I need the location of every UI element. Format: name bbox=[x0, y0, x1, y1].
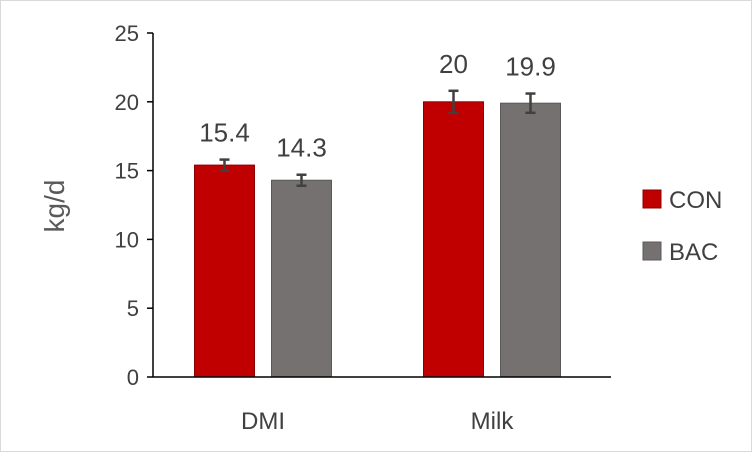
y-tick-label: 10 bbox=[115, 227, 139, 252]
y-axis-ticks: 0 5 10 15 20 25 bbox=[115, 21, 153, 390]
axes bbox=[152, 33, 611, 378]
legend-label-con: CON bbox=[669, 187, 722, 214]
legend-swatch-bac bbox=[642, 241, 662, 261]
bar-bac-dmi bbox=[271, 179, 332, 378]
x-axis-labels: DMI Milk bbox=[241, 408, 514, 435]
legend-swatch-con bbox=[642, 189, 662, 209]
bars: 15.4 20 14.3 19.9 bbox=[194, 49, 561, 378]
data-label: 20 bbox=[439, 49, 468, 79]
bar-con-milk bbox=[423, 101, 484, 378]
x-tick-label: DMI bbox=[241, 408, 285, 435]
legend-label-bac: BAC bbox=[669, 239, 718, 266]
legend: CON BAC bbox=[642, 187, 722, 266]
bar-con-dmi bbox=[194, 164, 255, 378]
y-tick-label: 0 bbox=[127, 365, 139, 390]
y-axis-label: kg/d bbox=[39, 180, 70, 233]
data-label: 15.4 bbox=[199, 118, 250, 148]
y-tick-label: 5 bbox=[127, 296, 139, 321]
y-tick-label: 15 bbox=[115, 159, 139, 184]
x-tick-label: Milk bbox=[471, 408, 515, 435]
data-label: 19.9 bbox=[505, 52, 556, 82]
data-label: 14.3 bbox=[276, 133, 327, 163]
y-tick-label: 20 bbox=[115, 90, 139, 115]
bar-bac-milk bbox=[500, 102, 561, 378]
y-tick-label: 25 bbox=[115, 21, 139, 46]
